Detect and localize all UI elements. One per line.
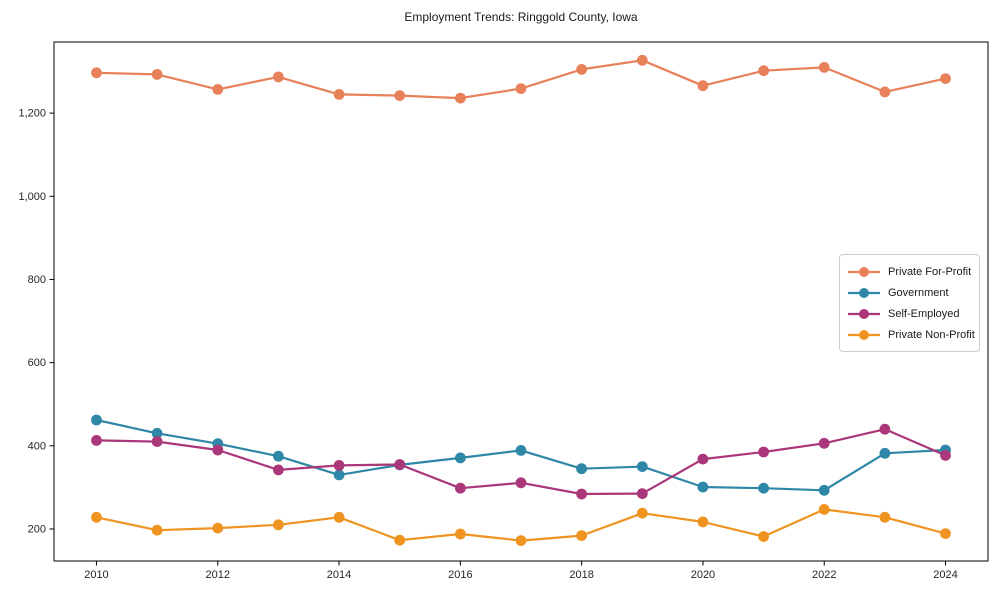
y-tick-label: 1,200 bbox=[18, 108, 46, 120]
data-point-private-non-profit-2020 bbox=[697, 516, 709, 528]
data-point-private-for-profit-2023 bbox=[879, 86, 891, 98]
legend-line-marker-icon bbox=[848, 329, 880, 340]
y-tick-label: 1,000 bbox=[18, 191, 46, 203]
y-tick-label: 600 bbox=[28, 357, 46, 369]
data-point-private-for-profit-2018 bbox=[576, 64, 587, 75]
legend-line-marker-icon bbox=[848, 266, 880, 277]
y-tick-label: 800 bbox=[28, 274, 46, 286]
y-tick-label: 400 bbox=[28, 440, 46, 452]
data-point-government-2022 bbox=[818, 484, 830, 496]
x-tick-label: 2014 bbox=[327, 569, 351, 581]
data-point-self-employed-2016 bbox=[455, 482, 466, 494]
data-point-private-for-profit-2011 bbox=[151, 69, 163, 80]
data-point-self-employed-2014 bbox=[333, 460, 345, 471]
data-point-private-non-profit-2010 bbox=[91, 511, 102, 523]
data-point-government-2014 bbox=[333, 469, 345, 481]
data-point-government-2010 bbox=[91, 414, 102, 426]
data-point-self-employed-2015 bbox=[394, 459, 406, 470]
data-point-self-employed-2012 bbox=[212, 444, 224, 456]
x-tick-label: 2010 bbox=[84, 569, 108, 581]
data-point-government-2011 bbox=[151, 427, 163, 439]
legend-label: Private For-Profit bbox=[888, 265, 972, 278]
data-point-self-employed-2013 bbox=[273, 464, 284, 476]
plot-frame bbox=[53, 41, 989, 562]
data-point-private-non-profit-2019 bbox=[636, 507, 648, 519]
legend: Private For-Profit Government Self-Employe… bbox=[839, 254, 980, 352]
data-point-private-non-profit-2015 bbox=[394, 534, 406, 546]
data-point-self-employed-2019 bbox=[636, 488, 648, 499]
data-point-self-employed-2022 bbox=[818, 437, 830, 449]
data-point-private-non-profit-2024 bbox=[940, 528, 951, 539]
data-point-government-2018 bbox=[576, 463, 587, 475]
data-point-private-non-profit-2014 bbox=[333, 511, 345, 523]
series-private-non-profit bbox=[91, 504, 951, 546]
data-point-self-employed-2017 bbox=[515, 477, 527, 489]
legend-label: Private Non-Profit bbox=[888, 328, 975, 341]
series-private-for-profit bbox=[91, 54, 951, 104]
legend-item-private-non-profit: Private Non-Profit bbox=[847, 324, 975, 345]
x-tick-label: 2016 bbox=[448, 569, 472, 581]
data-point-government-2016 bbox=[455, 452, 466, 464]
data-point-private-non-profit-2013 bbox=[273, 519, 284, 531]
data-point-private-for-profit-2010 bbox=[91, 67, 102, 79]
data-point-government-2023 bbox=[879, 447, 891, 459]
data-point-private-for-profit-2015 bbox=[394, 90, 406, 101]
data-point-private-non-profit-2016 bbox=[455, 528, 466, 540]
legend-item-government: Government bbox=[847, 282, 971, 303]
data-point-private-non-profit-2011 bbox=[151, 524, 163, 536]
data-point-self-employed-2024 bbox=[940, 450, 951, 461]
x-tick-label: 2018 bbox=[569, 569, 593, 581]
data-point-private-non-profit-2021 bbox=[758, 531, 769, 542]
data-point-private-for-profit-2022 bbox=[818, 62, 830, 73]
x-tick-label: 2020 bbox=[691, 569, 715, 581]
data-point-private-for-profit-2021 bbox=[758, 65, 769, 77]
data-point-government-2017 bbox=[515, 445, 527, 456]
data-point-private-non-profit-2018 bbox=[576, 530, 587, 541]
x-axis: 2010 2012 2014 2016 2018 2020 2022 2024 bbox=[84, 561, 958, 581]
data-point-government-2019 bbox=[636, 461, 648, 472]
data-point-self-employed-2010 bbox=[91, 435, 102, 446]
data-point-private-non-profit-2022 bbox=[818, 504, 830, 515]
data-point-government-2021 bbox=[758, 482, 769, 494]
data-point-private-non-profit-2023 bbox=[879, 511, 891, 523]
data-point-private-non-profit-2017 bbox=[515, 535, 527, 546]
data-point-self-employed-2018 bbox=[576, 488, 587, 500]
data-point-private-for-profit-2024 bbox=[940, 73, 951, 84]
x-tick-label: 2022 bbox=[812, 569, 836, 581]
chart-title: Employment Trends: Ringgold County, Iowa bbox=[404, 10, 638, 24]
y-tick-label: 200 bbox=[28, 523, 46, 535]
data-point-private-non-profit-2012 bbox=[212, 522, 224, 534]
series-self-employed bbox=[91, 423, 951, 500]
data-point-self-employed-2023 bbox=[879, 423, 891, 435]
data-point-private-for-profit-2017 bbox=[515, 83, 527, 94]
legend-label: Self-Employed bbox=[888, 307, 960, 320]
data-point-government-2013 bbox=[273, 450, 284, 462]
legend-item-private-for-profit: Private For-Profit bbox=[847, 261, 971, 282]
data-point-private-for-profit-2014 bbox=[333, 89, 345, 100]
data-point-self-employed-2020 bbox=[697, 453, 709, 465]
y-axis: 200 400 600 800 1,000 1,200 bbox=[18, 108, 54, 535]
data-point-self-employed-2011 bbox=[151, 436, 163, 447]
x-tick-label: 2024 bbox=[933, 569, 957, 581]
legend-item-self-employed: Self-Employed bbox=[847, 303, 971, 324]
data-point-private-for-profit-2012 bbox=[212, 84, 224, 95]
legend-label: Government bbox=[888, 286, 949, 299]
data-point-private-for-profit-2013 bbox=[273, 71, 284, 83]
legend-line-marker-icon bbox=[848, 287, 880, 298]
x-tick-label: 2012 bbox=[206, 569, 230, 581]
legend-line-marker-icon bbox=[848, 308, 880, 319]
data-point-government-2020 bbox=[697, 481, 709, 493]
data-point-self-employed-2021 bbox=[758, 446, 769, 458]
data-point-private-for-profit-2020 bbox=[697, 80, 709, 92]
data-point-private-for-profit-2019 bbox=[636, 54, 648, 66]
data-point-private-for-profit-2016 bbox=[455, 92, 466, 104]
